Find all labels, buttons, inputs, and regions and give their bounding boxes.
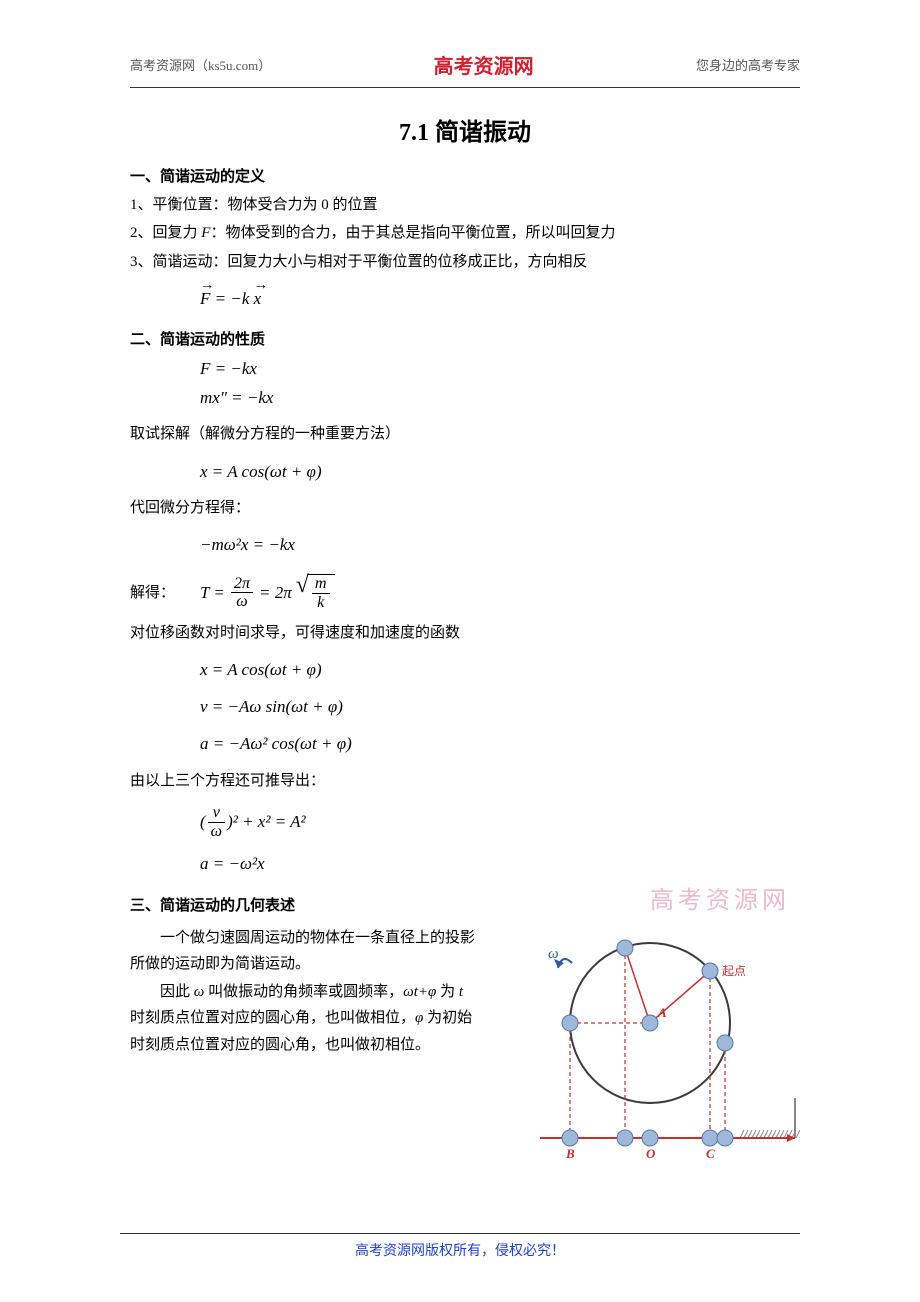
text: ：物体受到的合力，由于其总是指向平衡位置，所以叫回复力: [210, 225, 615, 241]
section-1-item-3: 3、简谐运动：回复力大小与相对于平衡位置的位移成正比，方向相反: [130, 249, 800, 275]
eq-T: T =: [200, 579, 225, 606]
footer-text: 高考资源网版权所有，侵权必究！: [120, 1240, 800, 1260]
den: k: [314, 594, 327, 612]
num: v: [210, 804, 223, 822]
section-3-columns: 一个做匀速圆周运动的物体在一条直径上的投影所做的运动即为简谐运动。 因此 ω 叫…: [130, 923, 800, 1173]
section-2-solve-row: 解得： T = 2π ω = 2π √ m k: [130, 568, 800, 618]
section-3-p1: 一个做匀速圆周运动的物体在一条直径上的投影所做的运动即为简谐运动。: [130, 925, 480, 978]
section-2-heading: 二、简谐运动的性质: [130, 328, 800, 349]
var-wt-phi: ωt+φ: [403, 984, 436, 1000]
watermark: 高考资源网: [650, 880, 790, 915]
den: ω: [233, 593, 250, 611]
equation-2a: F = −kx: [200, 355, 800, 382]
equation-a-omega2x: a = −ω²x: [200, 850, 800, 877]
section-3-diagram-column: ω B O C A 起点: [500, 923, 800, 1173]
equation-restoring-force: F = −k x: [200, 285, 800, 312]
vector-x: x: [254, 285, 262, 312]
page-title: 7.1 简谐振动: [130, 112, 800, 147]
footer-rule: [120, 1233, 800, 1234]
section-1-heading: 一、简谐运动的定义: [130, 165, 800, 186]
section-3-text-column: 一个做匀速圆周运动的物体在一条直径上的投影所做的运动即为简谐运动。 因此 ω 叫…: [130, 923, 480, 1173]
svg-text:ω: ω: [548, 946, 559, 962]
eq-mid: = 2π: [259, 579, 292, 606]
svg-text:C: C: [706, 1146, 715, 1161]
vector-F: F: [200, 285, 210, 312]
section-2-p2: 代回微分方程得：: [130, 495, 800, 521]
page-header: 高考资源网（ks5u.com） 高考资源网 您身边的高考专家: [130, 50, 800, 79]
var-omega: ω: [194, 984, 205, 1000]
header-rule: [130, 87, 800, 88]
header-left: 高考资源网（ks5u.com）: [130, 55, 271, 74]
equation-trial-solution: x = A cos(ωt + φ): [200, 458, 800, 485]
header-right: 您身边的高考专家: [696, 55, 800, 74]
frac-2pi-omega: 2π ω: [231, 575, 253, 612]
section-3-p2: 因此 ω 叫做振动的角频率或圆频率，ωt+φ 为 t 时刻质点位置对应的圆心角，…: [130, 979, 480, 1058]
t: 叫做振动的角频率或圆频率，: [204, 984, 403, 1000]
section-2-p4: 对位移函数对时间求导，可得速度和加速度的函数: [130, 620, 800, 646]
shm-circle-diagram: ω B O C A 起点: [500, 923, 800, 1173]
text: 2、回复力: [130, 225, 201, 241]
section-2-p5: 由以上三个方程还可推导出：: [130, 768, 800, 794]
page-footer: 高考资源网版权所有，侵权必究！: [120, 1233, 800, 1260]
t: 时刻质点位置对应的圆心角，也叫做相位，: [130, 1010, 415, 1026]
equation-x: x = A cos(ωt + φ): [200, 656, 800, 683]
equation-substitute: −mω²x = −kx: [200, 531, 800, 558]
section-1-item-2: 2、回复力 F：物体受到的合力，由于其总是指向平衡位置，所以叫回复力: [130, 220, 800, 246]
t: 因此: [160, 984, 194, 1000]
equation-ellipse: ( v ω )² + x² = A²: [200, 804, 800, 841]
lpar: (: [200, 808, 206, 835]
section-2-p1: 取试探解（解微分方程的一种重要方法）: [130, 421, 800, 447]
svg-text:A: A: [657, 1005, 667, 1020]
t: 为: [436, 984, 459, 1000]
svg-text:O: O: [646, 1146, 656, 1161]
document-page: 高考资源网（ks5u.com） 高考资源网 您身边的高考专家 7.1 简谐振动 …: [0, 0, 920, 1302]
svg-text:B: B: [565, 1146, 575, 1161]
equation-v: v = −Aω sin(ωt + φ): [200, 693, 800, 720]
section-1-item-1: 1、平衡位置：物体受合力为 0 的位置: [130, 192, 800, 218]
sqrt-m-k: √ m k: [296, 574, 335, 612]
rest: )² + x² = A²: [227, 808, 306, 835]
var-t: t: [459, 984, 463, 1000]
equation-2b: mx″ = −kx: [200, 384, 800, 411]
num: m: [312, 575, 330, 593]
num: 2π: [231, 575, 253, 593]
solve-label: 解得：: [130, 580, 186, 606]
header-center-logo: 高考资源网: [434, 50, 534, 79]
eq-text: = −k: [210, 289, 253, 308]
frac-v-omega: v ω: [208, 804, 225, 841]
den: ω: [208, 823, 225, 841]
equation-a: a = −Aω² cos(ωt + φ): [200, 730, 800, 757]
svg-text:起点: 起点: [722, 964, 746, 978]
